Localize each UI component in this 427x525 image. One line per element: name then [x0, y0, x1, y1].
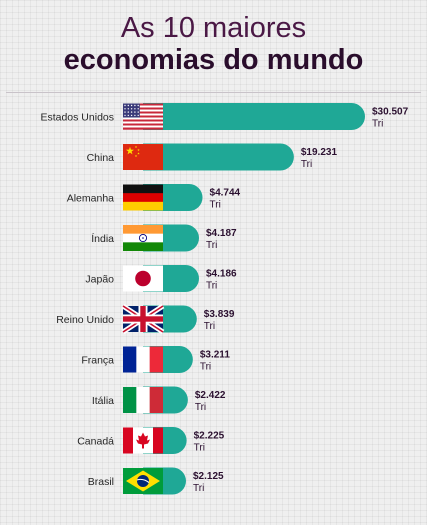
brazil-flag	[123, 468, 163, 494]
bar	[143, 143, 294, 171]
category-label: Itália	[92, 395, 114, 407]
india-flag	[123, 225, 163, 251]
unit-label: Tri	[200, 362, 211, 373]
category-label: Reino Unido	[56, 314, 114, 326]
header: As 10 maiores economias do mundo	[0, 0, 427, 92]
divider	[6, 92, 421, 93]
bar	[143, 103, 365, 130]
france-flag	[123, 346, 163, 373]
category-label: Japão	[85, 273, 114, 285]
value-label: $19.231	[301, 147, 338, 158]
unit-label: Tri	[206, 281, 217, 292]
usa-flag	[123, 103, 163, 130]
value-label: $4.744	[210, 188, 241, 199]
unit-label: Tri	[194, 443, 205, 454]
china-flag	[123, 144, 163, 170]
title-line-2: economias do mundo	[63, 44, 364, 76]
category-label: Estados Unidos	[40, 111, 114, 123]
unit-label: Tri	[206, 240, 217, 251]
category-label: China	[87, 152, 115, 164]
unit-label: Tri	[195, 402, 206, 413]
unit-label: Tri	[210, 200, 221, 211]
category-label: Canadá	[77, 435, 114, 447]
unit-label: Tri	[301, 159, 312, 170]
value-label: $3.211	[200, 350, 230, 361]
unit-label: Tri	[193, 483, 204, 494]
category-label: Índia	[91, 232, 114, 245]
italy-flag	[123, 387, 163, 413]
unit-label: Tri	[204, 321, 215, 332]
value-label: $3.839	[204, 309, 235, 320]
value-label: $2.225	[194, 431, 225, 442]
value-label: $30.507	[372, 107, 409, 118]
unit-label: Tri	[372, 119, 383, 130]
germany-flag	[123, 184, 163, 211]
title-line-1: As 10 maiores	[120, 12, 307, 44]
value-label: $2.125	[193, 471, 224, 482]
japan-flag	[123, 265, 163, 292]
category-label: Alemanha	[67, 192, 114, 204]
category-label: Brasil	[88, 476, 114, 488]
value-label: $2.422	[195, 390, 226, 401]
canada-flag	[123, 427, 163, 454]
category-label: França	[81, 354, 114, 366]
uk-flag	[121, 303, 165, 335]
value-label: $4.186	[206, 269, 237, 280]
value-label: $4.187	[206, 228, 237, 239]
